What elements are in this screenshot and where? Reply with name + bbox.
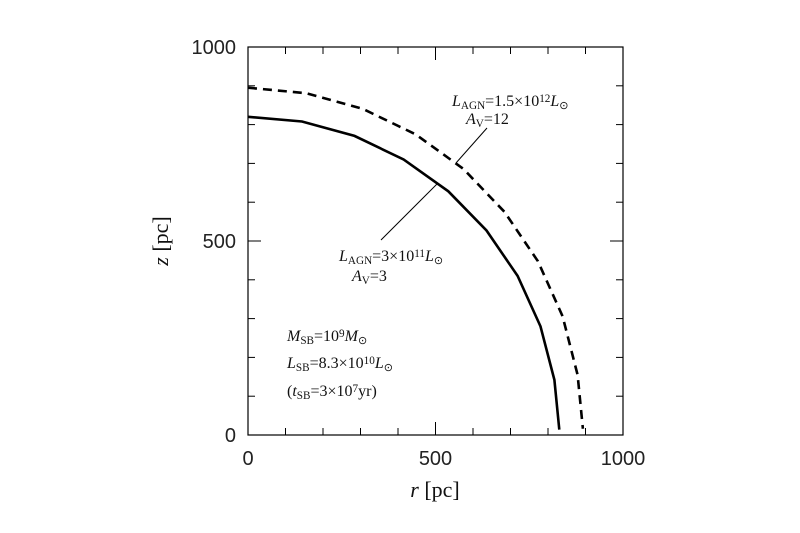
text-part: 11 — [414, 248, 425, 260]
text-part: A — [351, 268, 362, 285]
text-part: 12 — [539, 93, 550, 105]
annotation: MSB=109M⊙ — [286, 328, 367, 347]
annotation: LAGN=3×1011L⊙ — [338, 248, 443, 267]
text-part: L — [338, 248, 348, 265]
text-part: M — [286, 328, 302, 345]
text-part: [pc] — [148, 216, 173, 257]
x-tick-label: 0 — [242, 448, 253, 470]
leader-line — [455, 127, 488, 164]
text-part: z — [148, 257, 173, 267]
text-part: L — [549, 93, 559, 110]
text-part: 10 — [364, 355, 376, 367]
text-part: V — [362, 275, 370, 287]
text-part: r — [410, 477, 419, 502]
text-part: =3×10 — [310, 383, 352, 400]
text-part: ( — [287, 383, 292, 400]
curve — [247, 115, 561, 430]
text-part: =3 — [370, 268, 387, 285]
text-part: V — [476, 118, 484, 130]
y-axis-label: z [pc] — [148, 216, 173, 266]
text-part: ⊙ — [434, 255, 443, 267]
text-part: AGN — [461, 100, 485, 112]
text-part: [pc] — [419, 477, 460, 502]
y-tick-label: 1000 — [192, 37, 237, 59]
text-part: ⊙ — [358, 335, 367, 347]
x-tick-label: 1000 — [601, 448, 646, 470]
annotation: LSB=8.3×1010L⊙ — [286, 355, 393, 374]
text-part: L — [424, 248, 434, 265]
text-part: =1.5×10 — [485, 93, 539, 110]
text-part: ⊙ — [559, 100, 568, 112]
text-part: L — [286, 355, 296, 372]
annotation: AV=12 — [465, 111, 509, 130]
text-part: t — [292, 383, 297, 400]
text-part: 9 — [339, 328, 345, 340]
text-part: L — [374, 355, 384, 372]
text-part: SB — [296, 362, 310, 374]
text-part: A — [465, 111, 476, 128]
text-part: =12 — [484, 111, 509, 128]
leader-line — [380, 183, 438, 241]
text-part: =10 — [314, 328, 339, 345]
text-part: yr) — [358, 383, 377, 400]
text-part: =8.3×10 — [310, 355, 364, 372]
text-part: AGN — [348, 255, 372, 267]
text-part: L — [451, 93, 461, 110]
x-axis-label: r [pc] — [410, 477, 459, 502]
text-part: ⊙ — [384, 362, 393, 374]
text-part: 7 — [353, 383, 359, 395]
y-tick-label: 0 — [225, 425, 236, 447]
annotation: (tSB=3×107yr) — [287, 383, 377, 402]
text-part: M — [344, 328, 360, 345]
text-part: SB — [297, 390, 311, 402]
y-tick-label: 500 — [203, 231, 236, 253]
text-part: =3×10 — [372, 248, 414, 265]
annotation: AV=3 — [351, 268, 387, 287]
x-tick-label: 500 — [419, 448, 452, 470]
text-part: SB — [300, 335, 314, 347]
annotation: LAGN=1.5×1012L⊙ — [451, 93, 569, 112]
